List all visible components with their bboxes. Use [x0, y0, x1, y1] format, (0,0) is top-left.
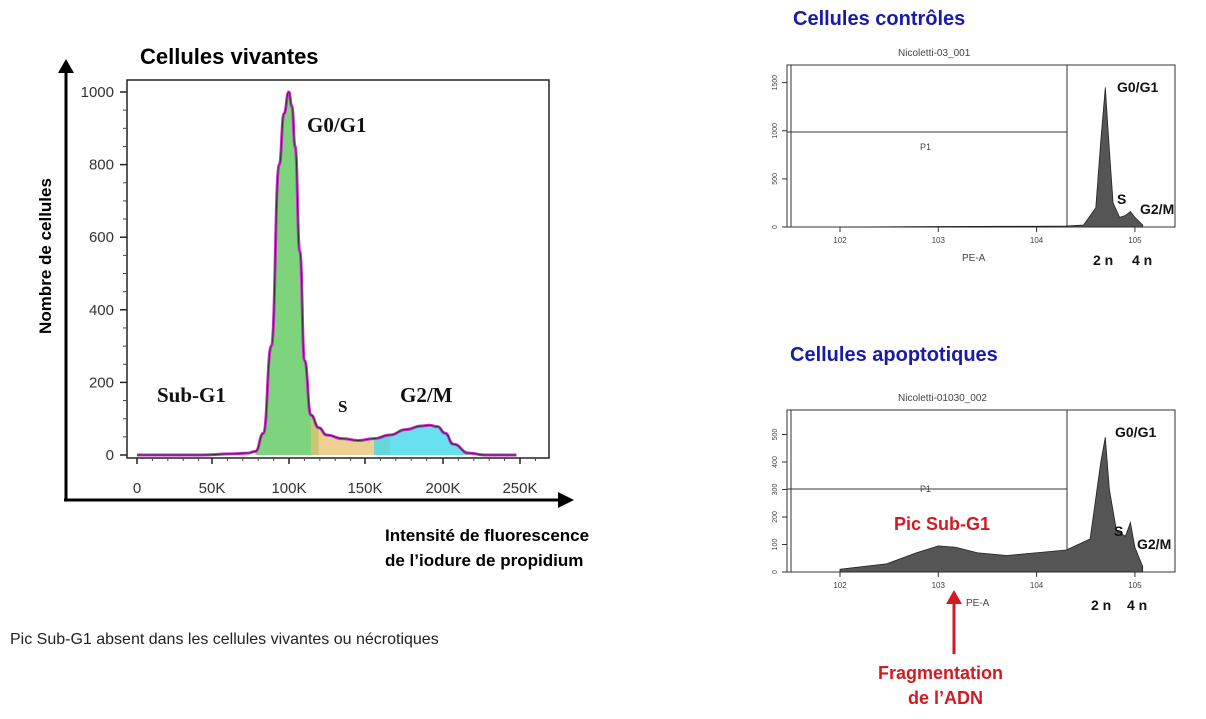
flow-x-tick-label: 103: [932, 581, 946, 590]
flow-y-tick-label: 0: [772, 570, 779, 574]
left-y-tick-label: 800: [89, 157, 114, 174]
apoptotic-gate-label: P1: [920, 484, 932, 494]
left-x-arrowhead: [558, 492, 574, 508]
flow-x-tick-label: 104: [1030, 236, 1044, 245]
left-xlabel-line1: Intensité de fluorescence: [385, 526, 590, 545]
fragmentation-label-line2: de l’ADN: [908, 688, 984, 708]
control-4n-label: 4 n: [1132, 252, 1153, 268]
left-y-tick-label: 0: [106, 447, 114, 464]
left-y-tick-label: 400: [89, 302, 114, 319]
flow-y-tick-label: 500: [772, 429, 779, 441]
s-phase-area: [310, 415, 390, 455]
fragmentation-label-line1: Fragmentation: [878, 663, 1004, 683]
control-gate-label: P1: [920, 142, 932, 152]
apoptotic-s-label: S: [1114, 523, 1124, 539]
g0g1-area: [255, 92, 319, 455]
flow-y-tick-label: 1000: [772, 123, 779, 139]
control-g0g1-label: G0/G1: [1117, 79, 1159, 95]
fragmentation-arrowhead: [946, 590, 962, 604]
apoptotic-title: Cellules apoptotiques: [790, 344, 998, 366]
left-x-tick-label: 150K: [347, 480, 382, 497]
control-g2m-label: G2/M: [1140, 201, 1175, 217]
apoptotic-g2m-label: G2/M: [1137, 536, 1172, 552]
control-chart: 102 103 104 105 0 500 1000 1500: [772, 64, 1176, 245]
sub-g1-peak-label: Pic Sub-G1: [894, 514, 991, 534]
flow-x-tick-label: 104: [1030, 581, 1044, 590]
left-chart-title: Cellules vivantes: [140, 44, 319, 69]
label-subg1-left: Sub-G1: [157, 383, 226, 407]
flow-x-tick-label: 103: [932, 236, 946, 245]
apoptotic-4n-label: 4 n: [1127, 597, 1148, 613]
left-y-tick-label: 1000: [81, 84, 114, 101]
apoptotic-header: Nicoletti-01030_002: [898, 393, 987, 404]
apoptotic-g0g1-label: G0/G1: [1115, 424, 1157, 440]
flow-histogram: [839, 87, 1144, 228]
apoptotic-chart: 102 103 104 105 0 100 200 300 400 500: [772, 409, 1176, 590]
flow-x-tick-label: 102: [833, 236, 847, 245]
control-axis-label: PE-A: [962, 253, 986, 264]
fragmentation-arrow: [946, 590, 962, 654]
apoptotic-2n-label: 2 n: [1091, 597, 1112, 613]
flow-histogram: [839, 437, 1144, 573]
left-y-tick-label: 200: [89, 374, 114, 391]
left-x-tick-label: 100K: [271, 480, 306, 497]
flow-x-tick-label: 102: [833, 581, 847, 590]
flow-y-tick-label: 100: [772, 539, 779, 551]
label-s-left: S: [338, 397, 348, 416]
left-x-tick-label: 200K: [425, 480, 460, 497]
left-ylabel: Nombre de cellules: [36, 178, 55, 334]
control-title: Cellules contrôles: [793, 8, 966, 30]
flow-y-tick-label: 400: [772, 456, 779, 468]
left-plot-frame: [126, 79, 550, 459]
left-histogram-inner-line: [137, 91, 517, 456]
caption: Pic Sub-G1 absent dans les cellules viva…: [10, 631, 439, 648]
flow-y-tick-label: 500: [772, 173, 779, 185]
left-x-tick-label: 250K: [502, 480, 537, 497]
flow-x-tick-label: 105: [1128, 581, 1142, 590]
left-y-arrowhead: [58, 59, 74, 73]
left-x-tick-label: 0: [133, 480, 141, 497]
control-s-label: S: [1117, 191, 1127, 207]
label-g0g1-left: G0/G1: [307, 113, 367, 137]
label-g2m-left: G2/M: [400, 383, 453, 407]
left-chart: 0 50K 100K 150K 200K 250K 0 200 400 600 800 1000: [58, 59, 574, 508]
flow-y-tick-label: 1500: [772, 75, 779, 91]
left-x-tick-label: 50K: [199, 480, 226, 497]
left-xlabel-line2: de l’iodure de propidium: [385, 551, 584, 570]
control-header: Nicoletti-03_001: [898, 48, 971, 59]
apoptotic-axis-label: PE-A: [966, 598, 990, 609]
flow-y-tick-label: 0: [772, 225, 779, 229]
flow-y-tick-label: 200: [772, 511, 779, 523]
flow-y-tick-label: 300: [772, 484, 779, 496]
control-2n-label: 2 n: [1093, 252, 1114, 268]
g2m-area: [374, 425, 469, 455]
left-y-tick-label: 600: [89, 229, 114, 246]
flow-x-tick-label: 105: [1128, 236, 1142, 245]
